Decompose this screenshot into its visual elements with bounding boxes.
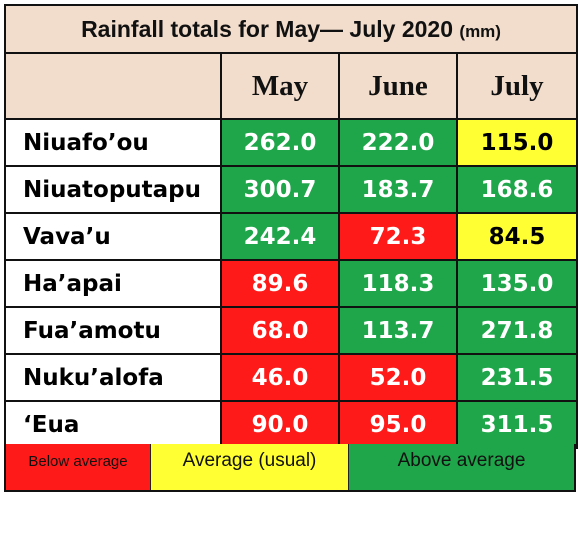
table-row: Niuatoputapu 300.7 183.7 168.6: [4, 165, 579, 214]
rainfall-table: Rainfall totals for May— July 2020 (mm) …: [3, 4, 579, 449]
rainfall-table-body: Rainfall totals for May— July 2020 (mm) …: [3, 4, 579, 449]
rainfall-value-june: 113.7: [338, 306, 458, 355]
rainfall-value-may: 90.0: [220, 400, 340, 449]
rainfall-value-july: 115.0: [455, 118, 579, 167]
station-name: Fua’amotu: [4, 306, 222, 355]
header-row: May June July: [4, 52, 579, 120]
station-name: Niuatoputapu: [4, 165, 222, 214]
station-name: Niuafo’ou: [4, 118, 222, 167]
rainfall-value-july: 135.0: [455, 259, 579, 308]
station-name: ‘Eua: [4, 400, 222, 449]
legend-above-average: Above average: [348, 444, 574, 490]
table-row: Niuafo’ou 262.0 222.0 115.0: [4, 118, 579, 167]
rainfall-value-may: 262.0: [220, 118, 340, 167]
legend-below-average: Below average: [6, 444, 150, 490]
rainfall-value-july: 168.6: [455, 165, 579, 214]
rainfall-value-july: 84.5: [455, 212, 579, 261]
rainfall-value-june: 183.7: [338, 165, 458, 214]
rainfall-value-may: 242.4: [220, 212, 340, 261]
station-name: Vava’u: [4, 212, 222, 261]
rainfall-value-july: 231.5: [455, 353, 579, 402]
rainfall-value-june: 95.0: [338, 400, 458, 449]
table-row: ‘Eua 90.0 95.0 311.5: [4, 400, 579, 449]
rainfall-value-may: 46.0: [220, 353, 340, 402]
station-name: Ha’apai: [4, 259, 222, 308]
column-header-july: July: [455, 52, 579, 120]
legend: Below average Average (usual) Above aver…: [4, 444, 576, 492]
table-row: Nuku’alofa 46.0 52.0 231.5: [4, 353, 579, 402]
table-title-cell: Rainfall totals for May— July 2020 (mm): [3, 4, 579, 54]
rainfall-value-may: 68.0: [220, 306, 340, 355]
header-blank-cell: [4, 52, 222, 120]
table-title: Rainfall totals for May— July 2020: [81, 15, 454, 42]
table-title-unit: (mm): [459, 21, 501, 41]
rainfall-value-june: 118.3: [338, 259, 458, 308]
legend-average: Average (usual): [150, 444, 348, 490]
rainfall-value-june: 72.3: [338, 212, 458, 261]
table-row: Fua’amotu 68.0 113.7 271.8: [4, 306, 579, 355]
column-header-june: June: [338, 52, 458, 120]
rainfall-value-july: 311.5: [455, 400, 579, 449]
rainfall-value-july: 271.8: [455, 306, 579, 355]
station-name: Nuku’alofa: [4, 353, 222, 402]
table-row: Ha’apai 89.6 118.3 135.0: [4, 259, 579, 308]
column-header-may: May: [220, 52, 340, 120]
title-row: Rainfall totals for May— July 2020 (mm): [3, 4, 579, 54]
table-row: Vava’u 242.4 72.3 84.5: [4, 212, 579, 261]
rainfall-value-june: 222.0: [338, 118, 458, 167]
rainfall-value-may: 300.7: [220, 165, 340, 214]
rainfall-value-may: 89.6: [220, 259, 340, 308]
rainfall-value-june: 52.0: [338, 353, 458, 402]
